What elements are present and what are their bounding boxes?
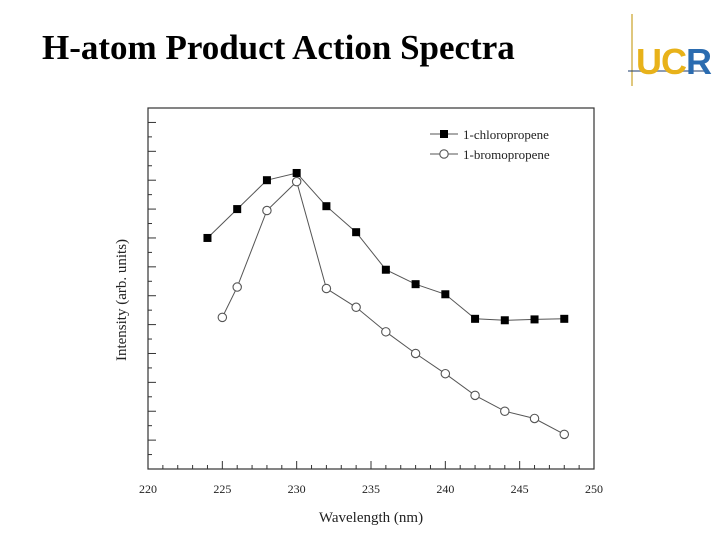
data-point — [529, 413, 540, 424]
data-point — [232, 282, 242, 292]
data-point — [560, 314, 569, 323]
data-point — [322, 202, 331, 211]
x-axis-ticks: 220 225 230 235 240 245 250 — [139, 461, 603, 496]
data-point — [470, 390, 480, 401]
x-tick-label: 230 — [288, 482, 306, 496]
logo-text: UCR — [636, 41, 712, 82]
data-point — [441, 290, 450, 299]
logo-divider-horizontal — [628, 70, 704, 72]
x-tick-label: 240 — [436, 482, 454, 496]
data-point — [321, 283, 332, 294]
series-line — [207, 172, 565, 321]
x-tick-label: 245 — [511, 482, 529, 496]
series-1-chloropropene — [203, 168, 569, 325]
logo-divider-vertical — [631, 14, 633, 86]
data-point — [262, 176, 271, 185]
data-point — [530, 315, 539, 324]
slide-title: H-atom Product Action Spectra — [42, 28, 515, 67]
data-point — [410, 348, 421, 359]
x-tick-label: 250 — [585, 482, 603, 496]
data-point — [411, 280, 420, 289]
data-point — [292, 168, 301, 177]
data-point — [233, 205, 242, 214]
series-1-bromopropene — [217, 176, 570, 440]
x-tick-label: 220 — [139, 482, 157, 496]
data-point — [217, 312, 228, 323]
data-point — [559, 429, 570, 440]
data-point — [262, 205, 272, 216]
x-tick-label: 225 — [213, 482, 231, 496]
data-point — [471, 314, 480, 323]
data-point — [291, 176, 302, 187]
series-line — [221, 180, 565, 435]
series-layer — [203, 168, 570, 440]
legend-label: 1-bromopropene — [463, 147, 550, 162]
data-point — [440, 368, 451, 379]
data-point — [203, 233, 212, 242]
x-axis-label: Wavelength (nm) — [319, 510, 423, 526]
legend-marker — [440, 130, 448, 138]
plot-frame — [147, 107, 595, 470]
data-point — [381, 327, 391, 337]
data-point — [381, 265, 390, 274]
data-point — [500, 316, 509, 325]
data-point — [352, 228, 361, 237]
legend: 1-chloropropene 1-bromopropene — [430, 127, 550, 162]
ucr-logo: UCR — [628, 14, 712, 86]
legend-label: 1-chloropropene — [463, 127, 549, 142]
data-point — [351, 302, 361, 313]
data-point — [500, 406, 510, 416]
legend-marker — [439, 149, 449, 159]
x-tick-label: 235 — [362, 482, 380, 496]
y-axis-ticks — [148, 107, 156, 470]
y-axis-label: Intensity (arb. units) — [114, 239, 130, 361]
